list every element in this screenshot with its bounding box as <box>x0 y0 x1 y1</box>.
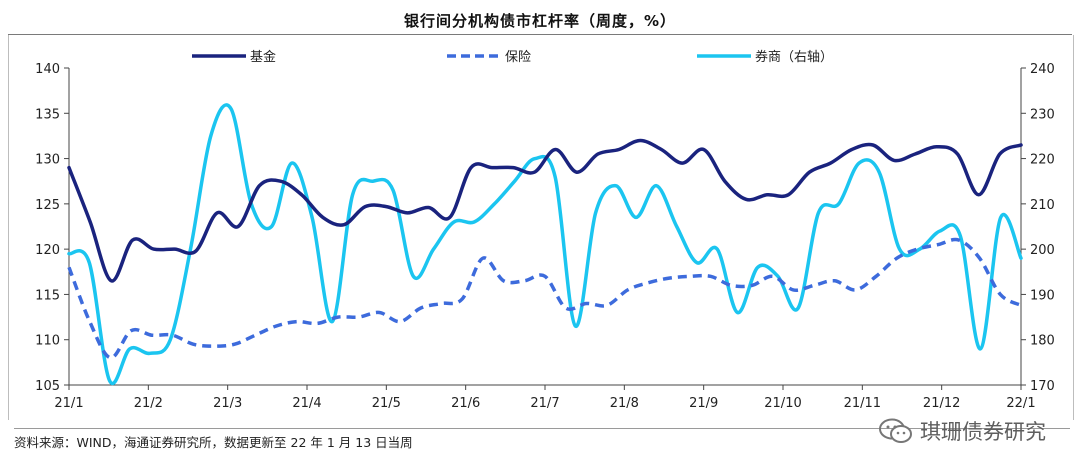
y-left-tick-label: 135 <box>35 107 60 122</box>
chart-frame: 105 110 115 120 125 130 135 140 170 180 190 200 210 2… <box>8 35 1074 420</box>
x-tick-label: 21/10 <box>764 396 801 411</box>
legend-insurance-label: 保险 <box>505 50 531 65</box>
source-note: 资料来源：WIND，海通证券研究所，数据更新至 22 年 1 月 13 日当周 <box>14 428 1070 451</box>
y-left-tick-label: 130 <box>35 153 60 168</box>
y-left-tick-label: 125 <box>35 198 60 213</box>
x-tick-label: 21/12 <box>923 396 960 411</box>
y-right-tick-label: 170 <box>1030 379 1055 394</box>
y-left-tick-label: 105 <box>35 379 60 394</box>
line-chart: 105 110 115 120 125 130 135 140 170 180 190 200 210 2… <box>35 49 1055 411</box>
x-tick-label: 21/3 <box>213 396 242 411</box>
legend-fund-label: 基金 <box>250 49 276 65</box>
x-tick-label: 21/6 <box>451 396 480 411</box>
y-left-tick-label: 140 <box>35 62 60 77</box>
chart-title-bar: 银行间分机构债市杠杆率（周度，%） <box>8 6 1072 35</box>
x-tick-label: 21/8 <box>610 396 639 411</box>
x-tick-label: 21/1 <box>54 396 83 411</box>
x-tick-label: 21/4 <box>292 396 321 411</box>
y-right-tick-label: 230 <box>1030 107 1055 122</box>
series-line-insurance <box>67 237 1022 360</box>
watermark-text: 琪珊债券研究 <box>920 420 1046 444</box>
y-right-tick-label: 180 <box>1030 334 1055 349</box>
y-left-tick-label: 115 <box>35 288 60 303</box>
x-tick-label: 21/7 <box>530 396 559 411</box>
y-right-tick-label: 200 <box>1030 243 1055 258</box>
series-line-fund <box>67 138 1023 283</box>
y-right-tick-label: 190 <box>1030 288 1055 303</box>
y-right-tick-label: 240 <box>1030 62 1055 77</box>
y-left-tick-label: 110 <box>35 334 60 349</box>
x-tick-label: 22/1 <box>1006 396 1035 411</box>
y-right-tick-label: 210 <box>1030 198 1055 213</box>
x-tick-label: 21/11 <box>844 396 881 411</box>
y-right-tick-label: 220 <box>1030 153 1055 168</box>
wechat-icon <box>879 418 912 443</box>
x-tick-label: 21/5 <box>372 396 401 411</box>
chart-title: 银行间分机构债市杠杆率（周度，%） <box>403 11 677 30</box>
watermark: 琪珊债券研究 <box>878 416 1046 446</box>
legend-broker-label: 券商（右轴） <box>755 49 833 65</box>
y-left-tick-label: 120 <box>35 243 60 258</box>
x-tick-label: 21/9 <box>689 396 718 411</box>
x-tick-label: 21/2 <box>134 396 163 411</box>
